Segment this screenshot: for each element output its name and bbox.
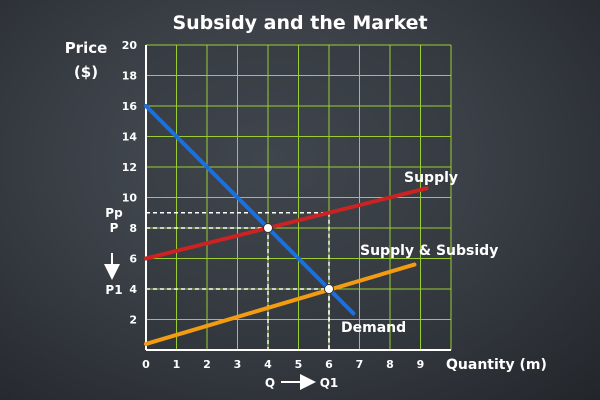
y-axis-label-line1: Price	[65, 39, 108, 57]
quantity-markers: Q Q1	[265, 374, 339, 390]
tick-label: 8	[129, 222, 137, 235]
supply-line	[144, 186, 429, 261]
series-lines	[144, 104, 429, 346]
series-label: Supply	[404, 170, 458, 186]
guide-lines	[146, 212, 330, 350]
tick-label: 4	[129, 283, 137, 296]
grid	[145, 44, 452, 351]
chart-title: Subsidy and the Market	[172, 12, 427, 34]
y-axis-label-line2: ($)	[74, 63, 98, 81]
tick-label: 8	[386, 358, 394, 371]
tick-label: 3	[234, 358, 242, 371]
tick-label: 20	[122, 39, 138, 52]
tick-label: 16	[122, 100, 138, 113]
tick-label: 6	[129, 253, 137, 266]
price-marker-label: P1	[105, 283, 122, 297]
price-marker-label: P	[110, 221, 119, 235]
tick-label: 0	[142, 358, 150, 371]
tick-label: 18	[122, 70, 137, 83]
tick-label: 2	[129, 314, 137, 327]
series-labels: Demand Supply Supply & Subsidy	[341, 170, 498, 336]
tick-label: 5	[295, 358, 303, 371]
tick-label: 12	[122, 161, 137, 174]
tick-label: 14	[122, 131, 138, 144]
demand-line	[144, 104, 356, 316]
tick-label: 4	[264, 358, 272, 371]
quantity-marker-label: Q	[265, 376, 275, 390]
equilibrium-points	[263, 223, 334, 294]
x-axis-label: Quantity (m)	[446, 357, 547, 373]
tick-label: 9	[417, 358, 425, 371]
tick-label: 7	[356, 358, 364, 371]
tick-label: 2	[203, 358, 211, 371]
x-tick-labels: 1 2 3 4 5 6 7 8 9	[173, 358, 425, 371]
y-tick-labels: 0 2 4 6 8 10 12 14 16 18 20	[122, 39, 150, 371]
price-markers: PpP P1	[104, 206, 123, 297]
series-label: Supply & Subsidy	[360, 243, 498, 259]
intersection-point-1	[324, 284, 334, 294]
tick-label: 6	[325, 358, 333, 371]
price-marker-label: Pp	[105, 206, 123, 220]
tick-label: 1	[173, 358, 181, 371]
tick-label: 10	[122, 192, 138, 205]
supply-subsidy-line	[144, 262, 417, 346]
series-label: Demand	[341, 320, 406, 336]
quantity-marker-label: Q1	[320, 376, 339, 390]
intersection-point-0	[263, 223, 273, 233]
